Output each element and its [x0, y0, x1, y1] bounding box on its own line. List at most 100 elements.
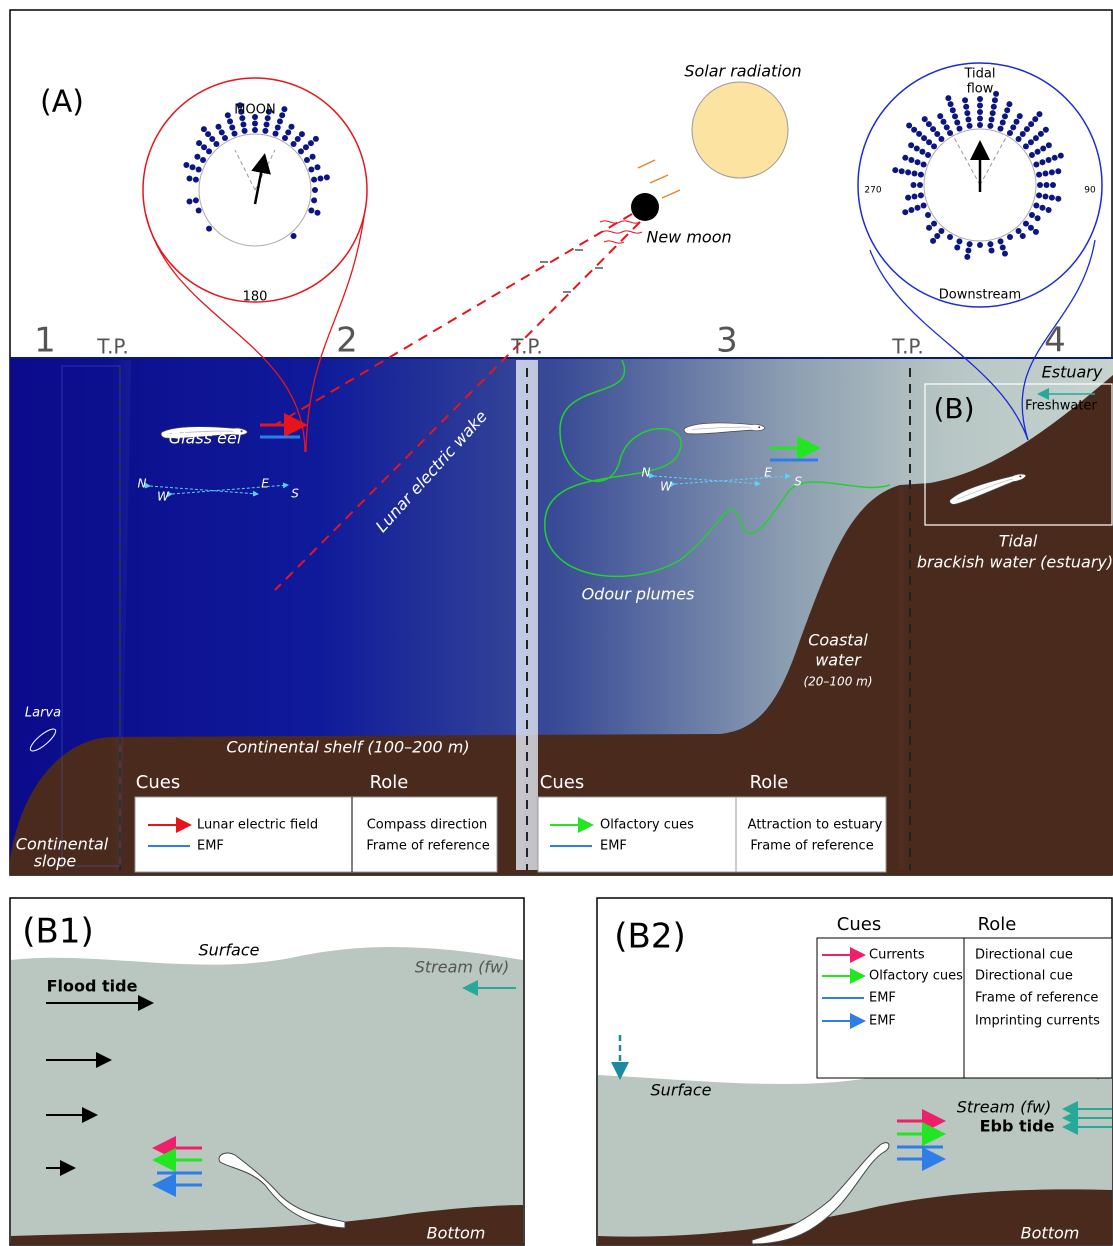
plot-dot [200, 126, 207, 133]
table-cell: Directional cue [975, 969, 1073, 984]
plot-dot [1032, 116, 1039, 123]
plot-dot [908, 157, 915, 164]
plot-dot [1013, 118, 1020, 125]
plot-dot [1032, 135, 1039, 142]
plot-dot [947, 130, 953, 137]
table-header: Cues [540, 772, 584, 793]
plot-dot [910, 182, 917, 188]
plot-dot [238, 108, 245, 115]
plot-dot [229, 124, 236, 131]
plot-dot [1051, 154, 1058, 161]
compass-label: N [642, 466, 651, 480]
plot-dot [990, 103, 997, 110]
plot-dot [977, 242, 983, 248]
plot-dot [954, 244, 961, 251]
plot-dot [1039, 204, 1046, 211]
plot-dot [920, 161, 927, 168]
plot-dot [965, 116, 972, 123]
cue-table: Cues Role Lunar electric field EMF Compa… [134, 772, 498, 873]
label: Bottom [1021, 1224, 1080, 1243]
plot-dot [1019, 232, 1026, 239]
plot-dot [962, 97, 969, 104]
plot-dot [1028, 121, 1035, 128]
plot-dot [240, 121, 247, 128]
table-cell: Olfactory cues [600, 818, 694, 833]
plot-dot [991, 97, 998, 104]
plot-dot [902, 154, 909, 161]
table-cell: Frame of reference [975, 991, 1098, 1006]
plot-dot [1036, 111, 1043, 118]
plot-dot [1027, 224, 1034, 231]
plot-dot [977, 102, 983, 109]
plot-dot [290, 232, 297, 239]
plot-dot [925, 121, 932, 128]
plot-dot [917, 171, 924, 178]
plot-dot [200, 157, 207, 163]
plot-dot [317, 175, 324, 182]
plot-dot [195, 166, 202, 173]
wake-charges [540, 249, 603, 293]
cue-arrows [897, 1109, 946, 1171]
plot-dot [993, 90, 1000, 97]
table-cell: EMF [869, 1014, 896, 1029]
plot-dot [999, 244, 1006, 251]
plot-dot [930, 126, 937, 133]
plot-dot [1019, 131, 1026, 138]
plot-dot [937, 113, 944, 120]
panel-label: (A) [40, 85, 84, 120]
plot-dot [192, 197, 199, 204]
label: New moon [646, 228, 731, 247]
plot-dot [189, 164, 196, 171]
tp-label: T.P. [891, 335, 924, 359]
water [11, 947, 523, 1245]
plot-dot [908, 142, 915, 149]
plot-dot [917, 192, 924, 199]
zone-overlay [61, 365, 121, 867]
table-header: Cues [136, 772, 180, 793]
table-cell: Directional cue [975, 948, 1073, 963]
plot-dot [938, 136, 945, 143]
plot-dot [989, 110, 996, 117]
plot-dot [1007, 130, 1013, 137]
plot-dot [1037, 182, 1043, 188]
plot-dot [1028, 152, 1035, 158]
table-cell: Imprinting currents [975, 1014, 1100, 1029]
tidal-dots [892, 90, 1064, 260]
table-cell: Lunar electric field [197, 818, 318, 833]
inset-label: (B) [933, 392, 974, 425]
plot-dot [930, 237, 937, 244]
seafloor [10, 375, 1113, 875]
plot-dot [272, 130, 279, 137]
cue-arrows [152, 1136, 202, 1197]
plot-dot [911, 193, 918, 200]
plot-dot [911, 170, 918, 177]
stream-arrows [1062, 1101, 1112, 1135]
plot-dot [914, 204, 921, 211]
tidal-plot-inner [923, 128, 1037, 242]
plot-dot [988, 116, 995, 123]
plot-dot [285, 129, 292, 136]
plot-dot [954, 119, 961, 126]
lunar-wake-lines [274, 213, 641, 591]
compass-label: S [794, 475, 802, 489]
plot-dot [921, 135, 928, 142]
plot-dot [952, 113, 959, 120]
plot-dot [1042, 170, 1049, 177]
plot-dot [905, 194, 912, 201]
plot-dot [1023, 126, 1030, 133]
cue-table: Cues Role Currents Olfactory cues EMF EM… [816, 914, 1113, 1079]
plot-dot [307, 140, 314, 147]
plot-dot [906, 122, 913, 129]
plot-dot [999, 119, 1006, 126]
plot-dot [934, 131, 941, 138]
plot-dot [196, 140, 203, 147]
plot-dot [913, 145, 920, 152]
plot-dot [1006, 101, 1013, 108]
plot-dot [308, 166, 315, 173]
moon-waves [599, 220, 643, 244]
plot-dot [298, 131, 305, 138]
plot-dot [1001, 113, 1008, 120]
plot-dot [1033, 202, 1040, 209]
plot-dot [908, 206, 915, 213]
plot-dot [227, 118, 234, 125]
